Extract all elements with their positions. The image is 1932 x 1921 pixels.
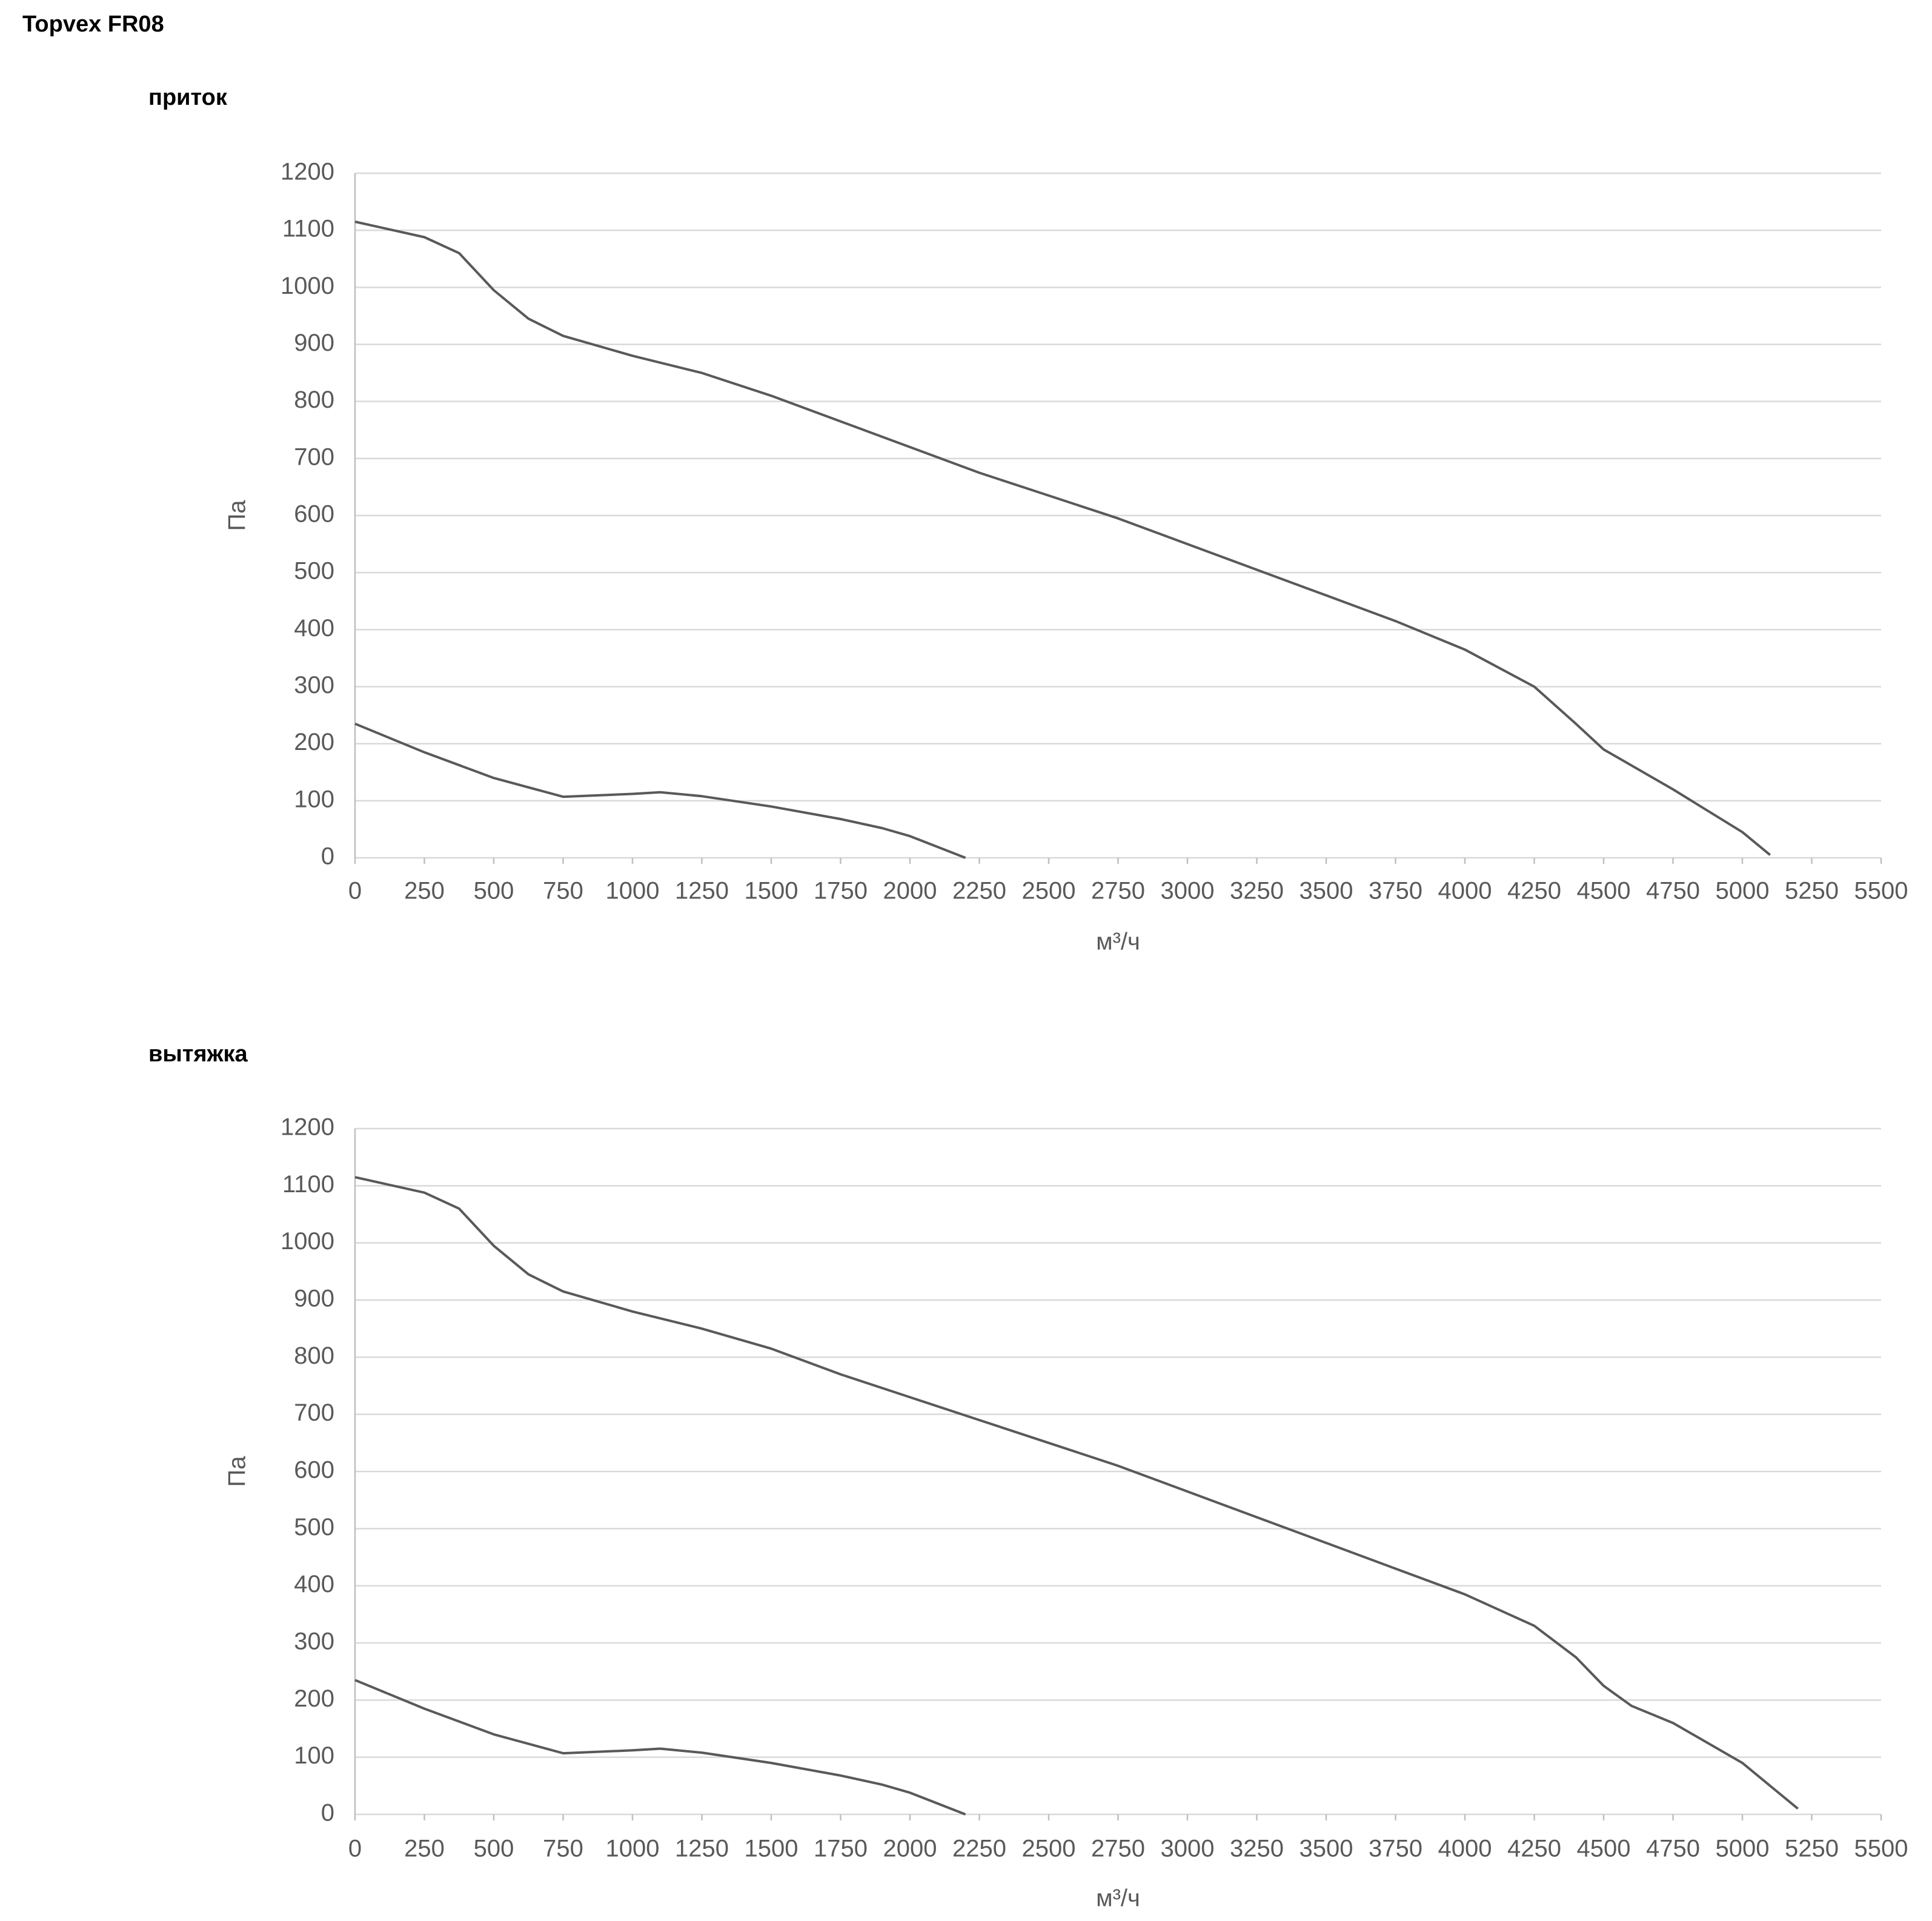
y-tick-label: 1000 [281, 1228, 334, 1255]
x-tick-label: 1250 [675, 878, 729, 904]
y-tick-label: 600 [294, 1457, 334, 1484]
x-tick-label: 3500 [1300, 878, 1353, 904]
x-tick-label: 1500 [745, 1836, 798, 1862]
curve [354, 1176, 1799, 1810]
x-tick-label: 2750 [1091, 1836, 1145, 1862]
x-tick-label: 1750 [814, 1836, 868, 1862]
x-tick-label: 4750 [1646, 1836, 1700, 1862]
x-tick-label: 1750 [814, 878, 868, 904]
x-tick-label: 3500 [1300, 1836, 1353, 1862]
y-tick-label: 1100 [282, 216, 334, 242]
y-tick-label: 900 [294, 1286, 334, 1312]
y-tick-label: 1200 [281, 159, 334, 185]
x-tick-label: 3750 [1369, 878, 1422, 904]
x-tick-label: 500 [474, 878, 514, 904]
x-tick-label: 500 [474, 1836, 514, 1862]
y-tick-label: 800 [294, 387, 334, 413]
curve [354, 722, 966, 859]
x-tick-label: 4750 [1646, 878, 1700, 904]
x-tick-label: 4000 [1438, 878, 1492, 904]
y-tick-label: 100 [294, 1742, 334, 1769]
y-tick-label: 100 [294, 786, 334, 812]
y-tick-label: 200 [294, 1685, 334, 1712]
x-tick-label: 750 [543, 1836, 583, 1862]
x-tick-label: 5000 [1716, 878, 1770, 904]
x-tick-label: 2750 [1091, 878, 1145, 904]
x-tick-label: 1000 [606, 878, 660, 904]
x-tick-label: 5500 [1854, 878, 1908, 904]
y-tick-label: 1100 [282, 1171, 334, 1198]
y-tick-label: 600 [294, 501, 334, 528]
x-tick-label: 2250 [952, 878, 1006, 904]
x-tick-label: 4250 [1507, 1836, 1561, 1862]
x-tick-label: 2500 [1022, 878, 1076, 904]
x-tick-label: 2000 [883, 1836, 937, 1862]
x-tick-label: 2250 [952, 1836, 1006, 1862]
x-tick-label: 5500 [1854, 1836, 1908, 1862]
page-title: Topvex FR08 [22, 12, 164, 37]
x-tick-label: 2500 [1022, 1836, 1076, 1862]
x-tick-label: 3250 [1230, 1836, 1284, 1862]
x-tick-label: 4500 [1577, 1836, 1631, 1862]
x-tick-label: 3000 [1161, 878, 1215, 904]
x-axis-title: м³/ч [1096, 1885, 1140, 1912]
x-tick-label: 2000 [883, 878, 937, 904]
chart-title: вытяжка [148, 1041, 248, 1067]
x-tick-label: 5250 [1785, 1836, 1839, 1862]
x-tick-label: 3250 [1230, 878, 1284, 904]
x-tick-label: 250 [404, 878, 445, 904]
y-axis-title: Па [224, 1456, 251, 1487]
y-tick-label: 1000 [281, 273, 334, 299]
x-tick-label: 750 [543, 878, 583, 904]
x-tick-label: 1500 [745, 878, 798, 904]
y-tick-label: 500 [294, 1514, 334, 1541]
y-tick-label: 400 [294, 615, 334, 642]
x-tick-label: 5250 [1785, 878, 1839, 904]
x-axis-title: м³/ч [1096, 929, 1140, 955]
y-tick-label: 1200 [281, 1114, 334, 1141]
y-tick-label: 900 [294, 330, 334, 356]
x-tick-label: 4500 [1577, 878, 1631, 904]
y-tick-label: 700 [294, 443, 334, 470]
chart-title: приток [148, 85, 228, 110]
x-tick-label: 3000 [1161, 1836, 1215, 1862]
y-tick-label: 200 [294, 729, 334, 755]
y-tick-label: 800 [294, 1342, 334, 1369]
x-tick-label: 1250 [675, 1836, 729, 1862]
y-tick-label: 500 [294, 558, 334, 585]
curve [354, 1679, 966, 1816]
y-tick-label: 0 [321, 1800, 334, 1826]
x-tick-label: 5000 [1716, 1836, 1770, 1862]
x-tick-label: 0 [348, 1836, 362, 1862]
y-tick-label: 700 [294, 1399, 334, 1426]
x-tick-label: 3750 [1369, 1836, 1422, 1862]
y-tick-label: 300 [294, 672, 334, 698]
x-tick-label: 4250 [1507, 878, 1561, 904]
y-tick-label: 300 [294, 1628, 334, 1655]
x-tick-label: 0 [348, 878, 362, 904]
x-tick-label: 4000 [1438, 1836, 1492, 1862]
y-tick-label: 0 [321, 843, 334, 870]
y-axis-title: Па [224, 500, 251, 531]
x-tick-label: 250 [404, 1836, 445, 1862]
curve [354, 221, 1771, 856]
x-tick-label: 1000 [606, 1836, 660, 1862]
y-tick-label: 400 [294, 1571, 334, 1598]
